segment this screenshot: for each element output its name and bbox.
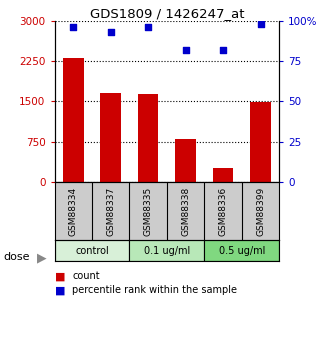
Text: 0.1 ug/ml: 0.1 ug/ml (144, 246, 190, 256)
Point (221, 47, 226, 52)
Text: ▶: ▶ (37, 252, 47, 265)
Bar (100, 93, 121, 182)
Bar (138, 94, 159, 182)
Point (183, 47, 188, 52)
Bar (204, 240, 279, 261)
Bar (63, 58, 83, 182)
Point (108, 29, 113, 35)
Text: GSM88336: GSM88336 (219, 187, 228, 236)
Text: count: count (72, 272, 100, 282)
Bar (213, 168, 233, 182)
Point (71, 24, 76, 30)
Text: ■: ■ (55, 285, 65, 295)
Title: GDS1809 / 1426247_at: GDS1809 / 1426247_at (90, 7, 244, 20)
Text: ■: ■ (55, 272, 65, 282)
Text: GSM88337: GSM88337 (106, 187, 115, 236)
Text: GSM88338: GSM88338 (181, 187, 190, 236)
Text: GSM88335: GSM88335 (144, 187, 153, 236)
Text: GSM88334: GSM88334 (69, 187, 78, 236)
Text: GSM88399: GSM88399 (256, 187, 265, 236)
Point (258, 21, 263, 27)
Text: percentile rank within the sample: percentile rank within the sample (72, 285, 237, 295)
Bar (175, 139, 196, 182)
Text: 0.5 ug/ml: 0.5 ug/ml (219, 246, 265, 256)
Text: dose: dose (3, 253, 30, 263)
Bar (129, 240, 204, 261)
Bar (250, 102, 271, 182)
Point (146, 24, 151, 30)
Text: control: control (75, 246, 109, 256)
Bar (55, 240, 129, 261)
